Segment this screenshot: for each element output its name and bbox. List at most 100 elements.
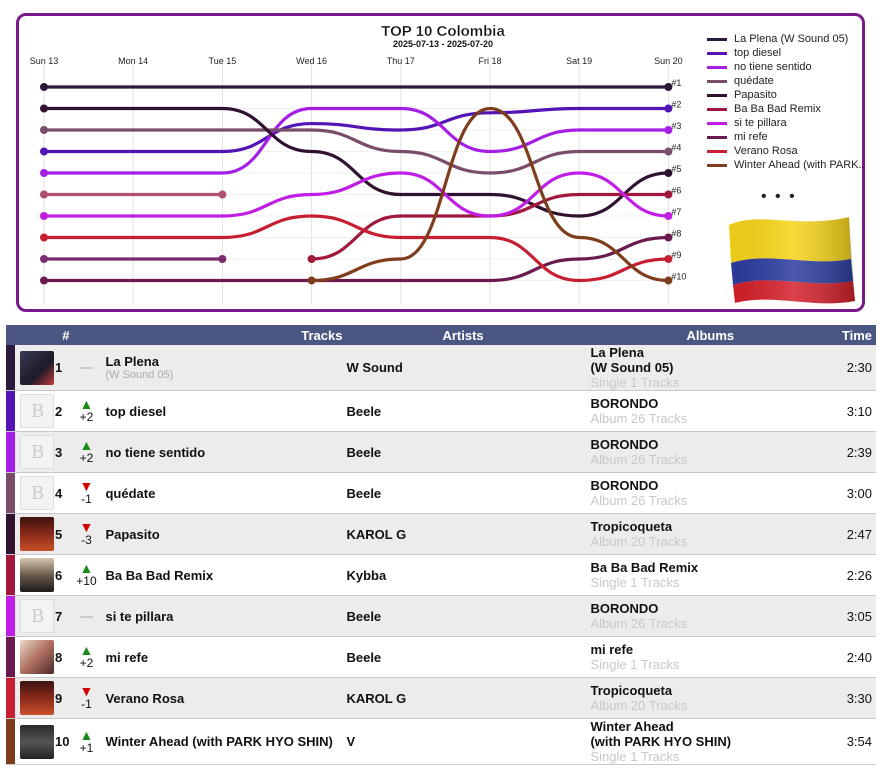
- album-cover-thumbnail[interactable]: [20, 558, 54, 592]
- series-endpoint[interactable]: [664, 83, 673, 91]
- legend-item[interactable]: no tiene sentido: [707, 60, 867, 74]
- artist-cell[interactable]: Beele: [346, 595, 591, 637]
- series-line[interactable]: [42, 235, 670, 283]
- series-line[interactable]: [42, 171, 670, 218]
- series-endpoint[interactable]: [307, 255, 316, 263]
- track-cell[interactable]: Verano Rosa: [103, 677, 347, 719]
- header-tracks[interactable]: Tracks: [69, 325, 347, 345]
- track-cell[interactable]: mi refe: [103, 636, 347, 678]
- legend-item[interactable]: top diesel: [707, 46, 867, 60]
- legend-item[interactable]: quédate: [707, 74, 867, 88]
- album-cover-thumbnail[interactable]: [20, 476, 54, 510]
- album-title[interactable]: mi refe: [590, 642, 634, 657]
- artist-cell[interactable]: Beele: [346, 472, 591, 514]
- album-title[interactable]: BORONDO: [590, 396, 659, 411]
- legend-more-indicator[interactable]: • • •: [761, 188, 797, 205]
- track-title[interactable]: quédate: [105, 485, 156, 501]
- legend-item[interactable]: Winter Ahead (with PARK..: [707, 158, 867, 172]
- album-cover-thumbnail[interactable]: [20, 350, 54, 385]
- album-cover-thumbnail[interactable]: [20, 724, 54, 759]
- header-albums[interactable]: Albums: [590, 325, 811, 345]
- track-title[interactable]: Winter Ahead (with PARK HYO SHIN): [105, 734, 333, 749]
- track-title[interactable]: La Plena: [105, 354, 159, 369]
- track-cell[interactable]: La Plena (W Sound 05): [103, 345, 347, 391]
- table-row[interactable]: 1 La Plena (W Sound 05) W Sound La Plena (W S…: [6, 345, 876, 391]
- album-cell[interactable]: La Plena (W Sound 05) Single 1 Tracks: [590, 345, 811, 391]
- series-endpoint[interactable]: [40, 126, 48, 134]
- track-cell[interactable]: Winter Ahead (with PARK HYO SHIN): [103, 718, 347, 765]
- series-endpoint[interactable]: [40, 255, 48, 263]
- album-cell[interactable]: Ba Ba Bad Remix Single 1 Tracks: [590, 554, 811, 596]
- series-endpoint[interactable]: [664, 104, 673, 113]
- series-line[interactable]: [310, 106, 670, 283]
- track-cell[interactable]: Papasito: [103, 513, 347, 555]
- series-line[interactable]: [42, 106, 670, 218]
- album-cover-thumbnail[interactable]: [20, 394, 54, 428]
- series-endpoint[interactable]: [40, 233, 48, 242]
- album-cover-thumbnail[interactable]: [20, 599, 54, 633]
- series-endpoint[interactable]: [40, 83, 48, 91]
- series-line[interactable]: [42, 214, 670, 283]
- series-endpoint[interactable]: [664, 233, 673, 242]
- series-endpoint[interactable]: [664, 255, 673, 263]
- album-title[interactable]: La Plena: [590, 345, 644, 360]
- album-title[interactable]: BORONDO: [590, 437, 659, 452]
- artist-cell[interactable]: V: [346, 718, 591, 765]
- track-title[interactable]: top diesel: [105, 403, 167, 419]
- album-cover-thumbnail[interactable]: [20, 681, 54, 715]
- series-endpoint[interactable]: [40, 190, 48, 199]
- series-endpoint[interactable]: [664, 190, 673, 199]
- legend-item[interactable]: Verano Rosa: [707, 144, 867, 158]
- table-row[interactable]: 8 ▲ +2 mi refe Beele mi refe Single 1 Tracks 2:…: [6, 636, 876, 678]
- series-endpoint[interactable]: [40, 212, 48, 220]
- legend-item[interactable]: Papasito: [707, 88, 867, 102]
- artist-cell[interactable]: W Sound: [346, 345, 591, 391]
- track-cell[interactable]: no tiene sentido: [103, 431, 347, 473]
- table-row[interactable]: 5 ▼ -3 Papasito KAROL G Tropicoqueta Album 20 …: [6, 513, 876, 555]
- album-title[interactable]: Tropicoqueta: [590, 519, 673, 534]
- series-endpoint[interactable]: [664, 276, 673, 285]
- series-endpoint[interactable]: [218, 255, 227, 263]
- legend-item[interactable]: Ba Ba Bad Remix: [707, 102, 867, 116]
- album-cell[interactable]: Tropicoqueta Album 20 Tracks: [590, 677, 811, 719]
- series-endpoint[interactable]: [40, 276, 48, 285]
- table-row[interactable]: 10 ▲ +1 Winter Ahead (with PARK HYO SHIN) V W…: [6, 718, 876, 765]
- track-cell[interactable]: top diesel: [103, 390, 347, 432]
- album-title[interactable]: Ba Ba Bad Remix: [590, 560, 699, 575]
- album-cell[interactable]: Tropicoqueta Album 20 Tracks: [590, 513, 811, 555]
- series-line[interactable]: [42, 128, 670, 175]
- artist-cell[interactable]: Beele: [346, 431, 591, 473]
- album-title[interactable]: Tropicoqueta: [590, 683, 673, 698]
- track-title[interactable]: mi refe: [105, 649, 149, 665]
- legend-item[interactable]: mi refe: [707, 130, 867, 144]
- track-title[interactable]: Ba Ba Bad Remix: [105, 567, 214, 583]
- album-cover-thumbnail[interactable]: [20, 640, 54, 674]
- series-endpoint[interactable]: [40, 104, 48, 113]
- album-title[interactable]: BORONDO: [590, 601, 659, 616]
- series-line[interactable]: [42, 106, 670, 175]
- series-line[interactable]: [42, 106, 670, 154]
- artist-cell[interactable]: Kybba: [346, 554, 591, 596]
- album-cover-thumbnail[interactable]: [20, 435, 54, 469]
- table-row[interactable]: 6 ▲ +10 Ba Ba Bad Remix Kybba Ba Ba Bad Remix…: [6, 554, 876, 596]
- album-title[interactable]: BORONDO: [590, 478, 659, 493]
- track-cell[interactable]: Ba Ba Bad Remix: [103, 554, 347, 596]
- series-endpoint[interactable]: [664, 126, 673, 134]
- track-title[interactable]: si te pillara: [105, 608, 174, 624]
- track-title[interactable]: Papasito: [105, 526, 160, 542]
- header-time[interactable]: Time: [810, 325, 876, 345]
- track-title[interactable]: no tiene sentido: [105, 444, 206, 460]
- album-cell[interactable]: BORONDO Album 26 Tracks: [590, 431, 811, 473]
- artist-cell[interactable]: Beele: [346, 390, 591, 432]
- album-cell[interactable]: BORONDO Album 26 Tracks: [590, 472, 811, 514]
- artist-cell[interactable]: KAROL G: [346, 513, 591, 555]
- header-rank[interactable]: #: [6, 325, 70, 345]
- legend-item[interactable]: si te pillara: [707, 116, 867, 130]
- series-endpoint[interactable]: [664, 147, 673, 156]
- album-cell[interactable]: BORONDO Album 26 Tracks: [590, 595, 811, 637]
- series-endpoint[interactable]: [40, 169, 48, 177]
- table-row[interactable]: 9 ▼ -1 Verano Rosa KAROL G Tropicoqueta Album …: [6, 677, 876, 719]
